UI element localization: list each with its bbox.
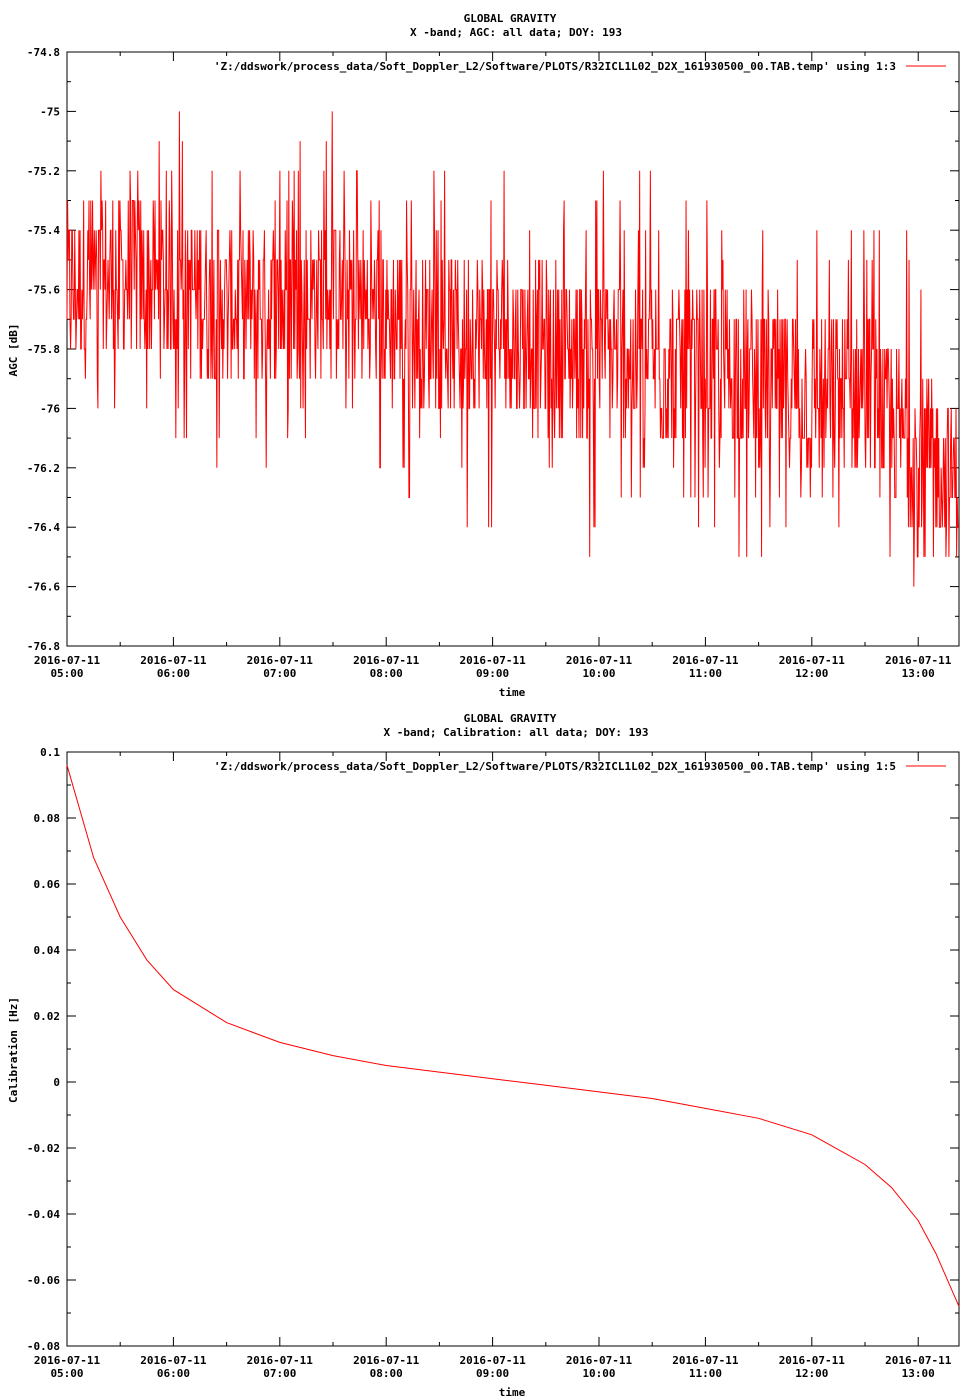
calibration-chart-panel: GLOBAL GRAVITY X -band; Calibration: all… xyxy=(7,712,960,1399)
calibration-y-tick-label: -0.02 xyxy=(27,1142,60,1155)
calibration-x-tick-time: 05:00 xyxy=(50,1367,83,1380)
calibration-y-axis-label: Calibration [Hz] xyxy=(7,997,20,1103)
calibration-series-line xyxy=(66,765,960,1307)
calibration-x-tick-time: 12:00 xyxy=(795,1367,828,1380)
agc-y-tick-label: -74.8 xyxy=(27,46,60,59)
calibration-chart-subtitle: X -band; Calibration: all data; DOY: 193 xyxy=(384,726,649,739)
agc-x-tick-time: 07:00 xyxy=(263,667,296,680)
agc-x-tick-time: 11:00 xyxy=(689,667,722,680)
agc-chart-panel: GLOBAL GRAVITY X -band; AGC: all data; D… xyxy=(7,12,960,699)
calibration-x-tick-date: 2016-07-11 xyxy=(566,1354,633,1367)
agc-x-tick-time: 08:00 xyxy=(370,667,403,680)
agc-series-line xyxy=(66,111,959,587)
agc-x-tick-time: 06:00 xyxy=(157,667,190,680)
calibration-y-tick-label: -0.06 xyxy=(27,1274,60,1287)
agc-x-tick-time: 13:00 xyxy=(902,667,935,680)
calibration-x-tick-date: 2016-07-11 xyxy=(672,1354,739,1367)
agc-chart-title: GLOBAL GRAVITY xyxy=(464,12,557,25)
agc-x-tick-date: 2016-07-11 xyxy=(885,654,952,667)
agc-x-tick-date: 2016-07-11 xyxy=(247,654,314,667)
calibration-y-tick-label: 0.04 xyxy=(34,944,61,957)
calibration-x-tick-time: 10:00 xyxy=(582,1367,615,1380)
agc-y-tick-label: -75.2 xyxy=(27,165,60,178)
calibration-y-tick-label: 0 xyxy=(53,1076,60,1089)
agc-x-tick-time: 09:00 xyxy=(476,667,509,680)
agc-y-tick-label: -76.6 xyxy=(27,581,60,594)
agc-y-tick-label: -75 xyxy=(40,105,60,118)
agc-x-tick-date: 2016-07-11 xyxy=(353,654,420,667)
calibration-x-tick-time: 09:00 xyxy=(476,1367,509,1380)
calibration-x-tick-time: 13:00 xyxy=(902,1367,935,1380)
agc-y-axis-label: AGC [dB] xyxy=(7,324,20,377)
agc-x-tick-time: 12:00 xyxy=(795,667,828,680)
calibration-x-tick-date: 2016-07-11 xyxy=(34,1354,101,1367)
agc-x-tick-time: 05:00 xyxy=(50,667,83,680)
calibration-y-tick-label: -0.08 xyxy=(27,1340,60,1353)
calibration-x-tick-date: 2016-07-11 xyxy=(247,1354,314,1367)
calibration-y-tick-label: -0.04 xyxy=(27,1208,60,1221)
calibration-y-tick-label: 0.02 xyxy=(34,1010,61,1023)
agc-chart-subtitle: X -band; AGC: all data; DOY: 193 xyxy=(410,26,622,39)
calibration-y-tick-label: 0.08 xyxy=(34,812,61,825)
agc-x-tick-date: 2016-07-11 xyxy=(672,654,739,667)
calibration-chart-title: GLOBAL GRAVITY xyxy=(464,712,557,725)
calibration-x-tick-date: 2016-07-11 xyxy=(353,1354,420,1367)
agc-y-tick-label: -76.2 xyxy=(27,462,60,475)
agc-y-tick-label: -76.8 xyxy=(27,640,60,653)
calibration-legend-label: 'Z:/ddswork/process_data/Soft_Doppler_L2… xyxy=(214,760,896,773)
agc-x-tick-date: 2016-07-11 xyxy=(459,654,526,667)
agc-x-tick-date: 2016-07-11 xyxy=(140,654,207,667)
calibration-x-tick-date: 2016-07-11 xyxy=(885,1354,952,1367)
calibration-x-tick-time: 07:00 xyxy=(263,1367,296,1380)
calibration-x-tick-date: 2016-07-11 xyxy=(459,1354,526,1367)
agc-y-tick-label: -75.6 xyxy=(27,284,60,297)
calibration-y-tick-label: 0.1 xyxy=(40,746,60,759)
agc-y-tick-label: -75.4 xyxy=(27,224,60,237)
agc-x-axis-label: time xyxy=(499,686,526,699)
calibration-x-axis-label: time xyxy=(499,1386,526,1399)
calibration-x-tick-time: 06:00 xyxy=(157,1367,190,1380)
agc-x-tick-date: 2016-07-11 xyxy=(566,654,633,667)
calibration-x-tick-time: 08:00 xyxy=(370,1367,403,1380)
calibration-y-tick-label: 0.06 xyxy=(34,878,61,891)
calibration-x-tick-time: 11:00 xyxy=(689,1367,722,1380)
agc-y-tick-label: -76.4 xyxy=(27,521,60,534)
agc-y-tick-label: -75.8 xyxy=(27,343,60,356)
agc-x-tick-date: 2016-07-11 xyxy=(779,654,846,667)
agc-x-tick-date: 2016-07-11 xyxy=(34,654,101,667)
agc-legend-label: 'Z:/ddswork/process_data/Soft_Doppler_L2… xyxy=(214,60,896,73)
agc-x-tick-time: 10:00 xyxy=(582,667,615,680)
calibration-x-tick-date: 2016-07-11 xyxy=(779,1354,846,1367)
agc-y-tick-label: -76 xyxy=(40,402,60,415)
calibration-x-tick-date: 2016-07-11 xyxy=(140,1354,207,1367)
calibration-plot-frame xyxy=(66,751,960,1347)
